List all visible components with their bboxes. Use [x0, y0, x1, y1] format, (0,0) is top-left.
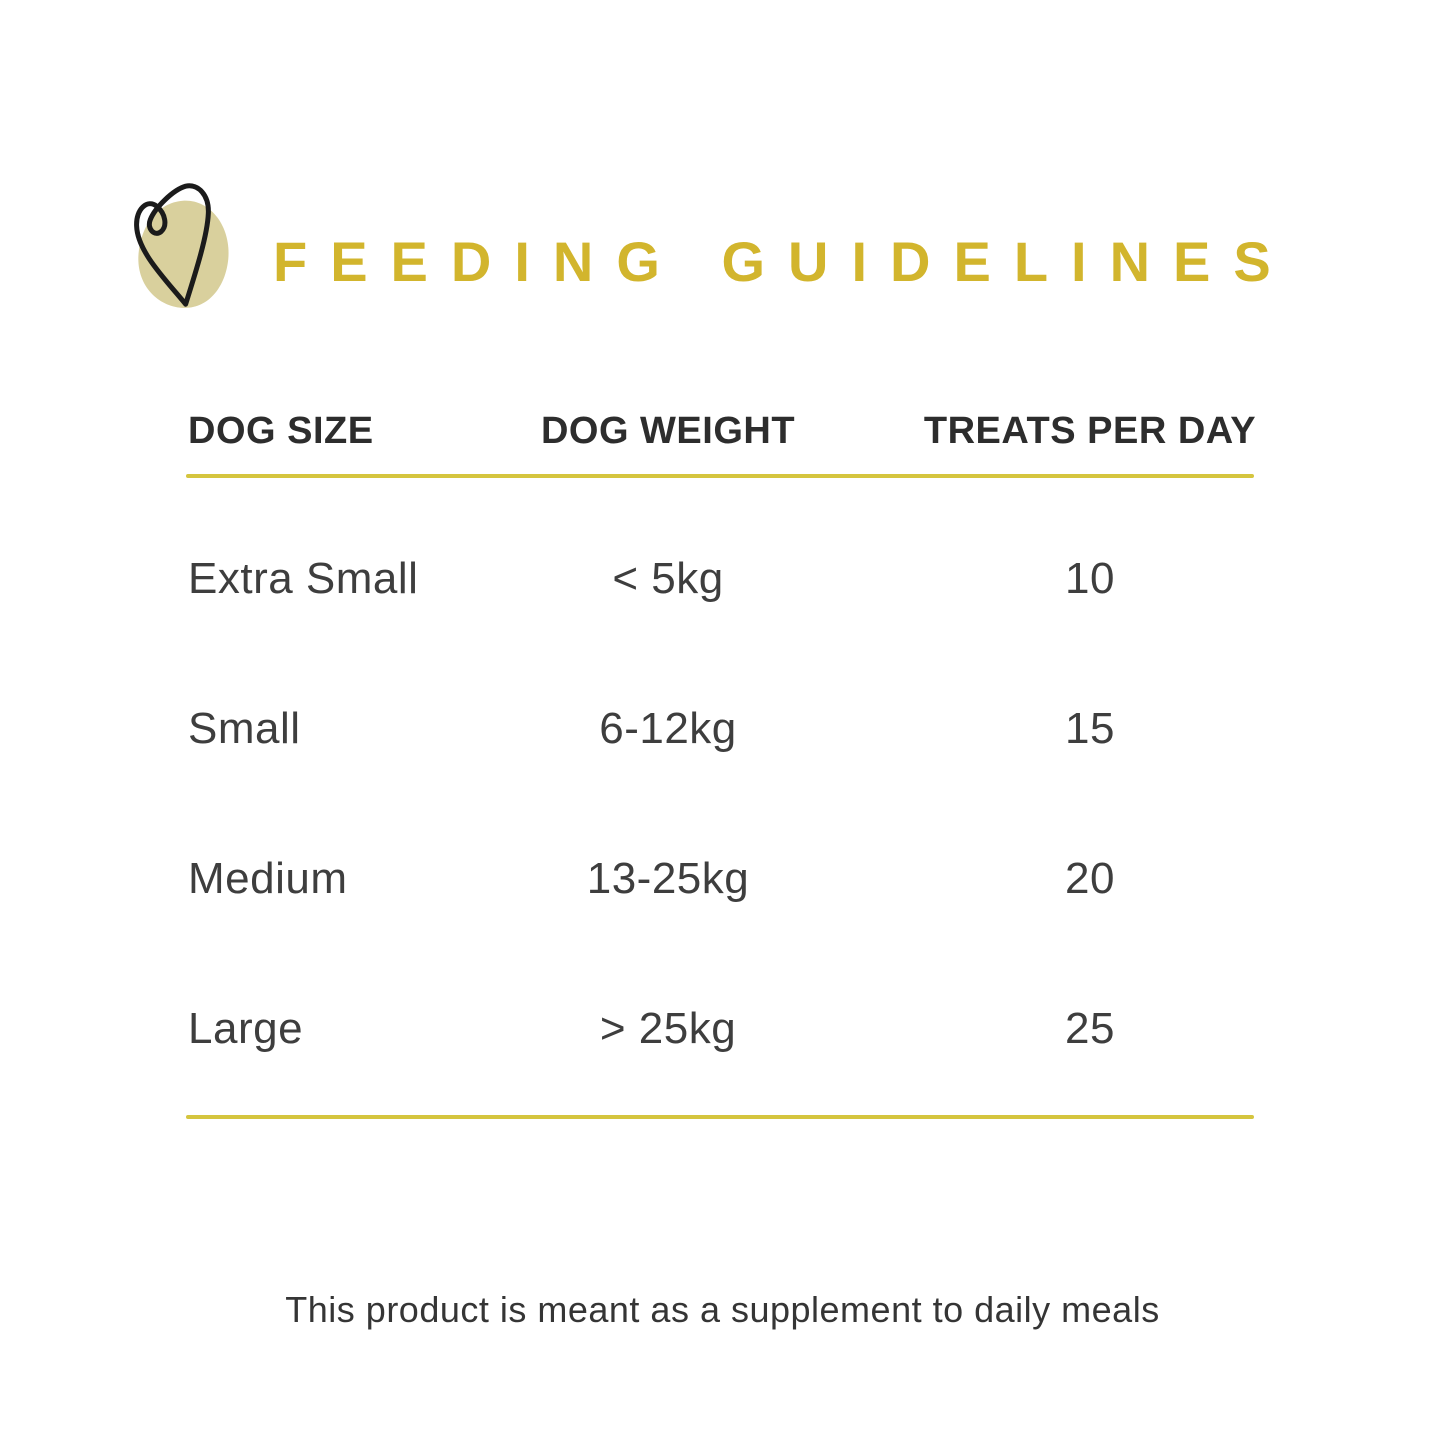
table-row-small: Small 6-12kg 15	[186, 704, 1254, 756]
dog-size-value: Large	[188, 1004, 304, 1053]
dog-weight-value: 6-12kg	[599, 704, 737, 753]
footer-divider-rule	[186, 1115, 1254, 1119]
heart-doodle-icon	[134, 183, 229, 308]
dog-size-value: Medium	[188, 854, 348, 903]
table-row-large: Large > 25kg 25	[186, 1004, 1254, 1056]
table-header-row: DOG SIZE DOG WEIGHT TREATS PER DAY	[186, 410, 1256, 462]
feeding-table: DOG SIZE DOG WEIGHT TREATS PER DAY Extra…	[186, 0, 1256, 1445]
treats-value: 25	[1065, 1004, 1115, 1053]
page-title: FEEDING GUIDELINES	[273, 230, 1294, 293]
supplement-note: This product is meant as a supplement to…	[285, 1289, 1160, 1330]
table-row-extra-small: Extra Small < 5kg 10	[186, 554, 1254, 606]
dog-size-value: Extra Small	[188, 554, 419, 603]
dog-size-value: Small	[188, 704, 301, 753]
column-header-dog-size: DOG SIZE	[188, 410, 374, 452]
heart-outline	[134, 183, 211, 307]
header-divider-rule	[186, 474, 1254, 478]
column-header-dog-weight: DOG WEIGHT	[540, 410, 796, 452]
table-row-medium: Medium 13-25kg 20	[186, 854, 1254, 906]
column-header-treats-per-day: TREATS PER DAY	[923, 410, 1257, 452]
treats-value: 10	[1065, 554, 1115, 603]
treats-value: 20	[1065, 854, 1115, 903]
dog-weight-value: > 25kg	[599, 1004, 737, 1053]
treats-value: 15	[1065, 704, 1115, 753]
dog-weight-value: < 5kg	[612, 554, 724, 603]
dog-weight-value: 13-25kg	[586, 854, 750, 903]
